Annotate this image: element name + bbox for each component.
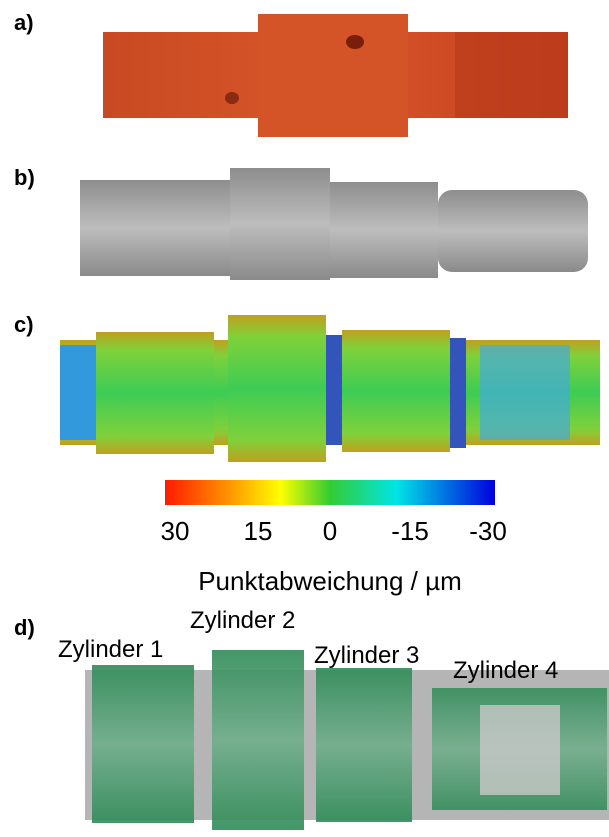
cylinder-label: Zylinder 2	[190, 607, 295, 634]
colorbar-tick: -30	[469, 516, 507, 546]
cylinder-fit	[85, 650, 609, 830]
colorbar-tick: 30	[161, 516, 190, 546]
panel-label: a)	[14, 10, 34, 35]
thermal-image	[103, 14, 568, 137]
cylinder-label: Zylinder 3	[314, 642, 419, 669]
colorbar-label: Punktabweichung / µm	[198, 566, 462, 596]
cylinder-label: Zylinder 1	[58, 636, 163, 663]
cylinder-label: Zylinder 4	[453, 657, 558, 684]
panel-label: d)	[14, 615, 35, 640]
deviation-map	[60, 315, 600, 462]
colorbar-tick: 0	[323, 516, 337, 546]
panel-label: b)	[14, 165, 35, 190]
colorbar-tick: 15	[244, 516, 273, 546]
point-cloud	[80, 168, 588, 280]
colorbar	[165, 480, 495, 505]
colorbar-tick: -15	[391, 516, 429, 546]
panel-label: c)	[14, 312, 34, 337]
